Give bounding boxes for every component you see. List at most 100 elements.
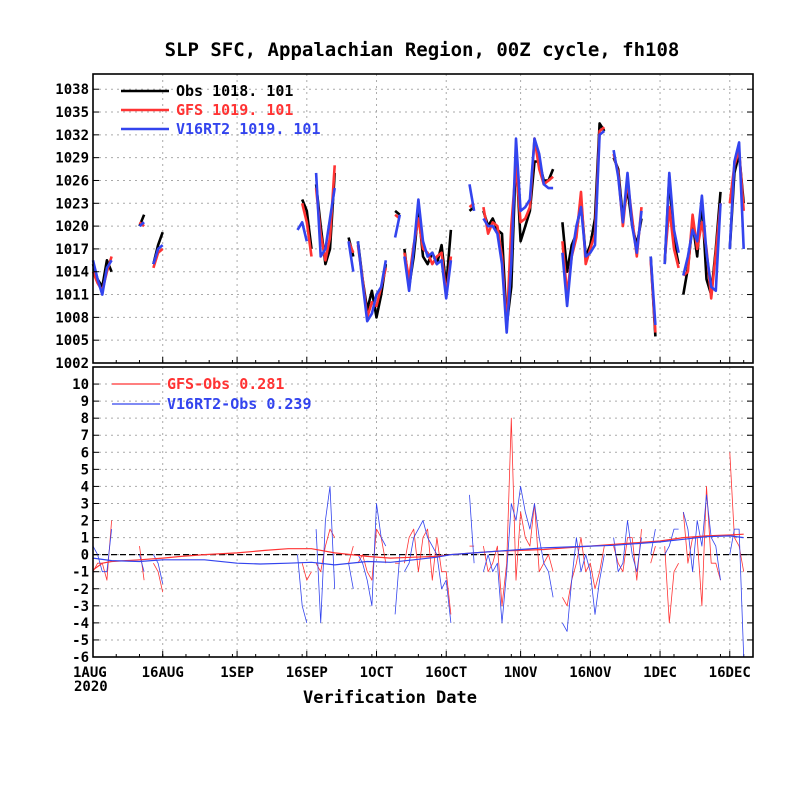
- x-tick-label: 16DEC: [709, 665, 751, 681]
- top-y-tick-label: 1026: [55, 173, 89, 189]
- legend-entry: GFS 1019. 101: [176, 101, 293, 119]
- x-tick-label: 16NOV: [569, 665, 612, 681]
- bot-series-line-v16rt2-obs-mean: [92, 535, 744, 566]
- bottom-panel-grid: [92, 367, 753, 657]
- top-series-line-v16rt2: [482, 137, 554, 334]
- bot-series-line-gfs-obs: [404, 528, 452, 615]
- chart-title: SLP SFC, Appalachian Region, 00Z cycle, …: [165, 39, 680, 61]
- x-tick-label: 16OCT: [425, 665, 467, 681]
- top-y-tick-label: 1032: [55, 128, 89, 144]
- top-y-tick-label: 1008: [55, 310, 89, 326]
- top-series-line-v16rt2: [347, 241, 355, 272]
- bot-y-tick-label: 2: [81, 514, 89, 530]
- top-series-line-v16rt2: [296, 221, 309, 242]
- top-series-line-v16rt2: [403, 198, 453, 300]
- bot-y-tick-label: 3: [81, 496, 89, 512]
- bot-series-line-gfs-obs: [650, 545, 656, 564]
- legend-entry: Obs 1018. 101: [176, 82, 293, 100]
- top-series-line-v16rt2: [356, 241, 388, 323]
- x-tick-label: 1NOV: [504, 665, 538, 681]
- bot-series-line-v16rt2-obs: [394, 554, 401, 615]
- bot-y-tick-label: -1: [72, 565, 89, 581]
- bot-series-line-gfs-obs-mean: [92, 533, 744, 571]
- bot-y-tick-label: -4: [72, 616, 89, 632]
- top-y-tick-label: 1005: [55, 333, 89, 349]
- top-series-line-v16rt2: [663, 171, 680, 265]
- x-tick-label: 1OCT: [360, 665, 394, 681]
- bot-series-line-gfs-obs: [682, 485, 721, 607]
- bot-y-tick-label: -3: [72, 599, 89, 615]
- bot-series-line-v16rt2-obs: [153, 554, 164, 584]
- bot-y-tick-label: 1: [81, 531, 89, 547]
- bot-series-line-v16rt2-obs: [483, 485, 554, 624]
- top-y-tick-label: 1038: [55, 82, 89, 98]
- x-tick-label: 1SEP: [220, 665, 254, 681]
- top-panel-y-ticks: 1002 1005 1008 1011 1014 1017 1020 1023 1026 1029…: [55, 82, 753, 372]
- bot-series-line-v16rt2-obs: [357, 503, 387, 607]
- top-series-line-v16rt2: [561, 129, 606, 308]
- bot-series-line-v16rt2-obs: [562, 537, 605, 632]
- bot-y-tick-label: 4: [81, 479, 89, 495]
- bot-series-line-gfs-obs: [301, 563, 312, 581]
- x-tick-label: 1AUG: [73, 665, 107, 681]
- bot-y-tick-label: 0: [81, 548, 89, 564]
- bot-series-line-v16rt2-obs: [348, 563, 354, 589]
- bot-series-line-v16rt2-obs: [139, 554, 145, 572]
- bot-series-line-gfs-obs: [483, 417, 554, 607]
- top-panel-series: [91, 122, 745, 337]
- bot-series-line-gfs-obs: [664, 546, 679, 624]
- top-series-line-v16rt2: [314, 172, 336, 258]
- top-series-line-v16rt2: [728, 141, 745, 249]
- bot-series-line-v16rt2-obs: [404, 520, 452, 623]
- bot-series-line-v16rt2-obs: [315, 485, 336, 624]
- top-series-line-obs: [394, 209, 401, 216]
- x-tick-label: 16SEP: [286, 665, 328, 681]
- bottom-panel-series: [92, 417, 745, 658]
- bot-series-line-v16rt2-obs: [664, 528, 679, 555]
- x-tick-label: 1DEC: [643, 665, 677, 681]
- bot-y-tick-label: 8: [81, 411, 89, 427]
- bot-series-line-v16rt2-obs: [613, 520, 642, 573]
- top-series-line-gfs: [300, 202, 313, 257]
- top-series-line-v16rt2: [138, 221, 145, 228]
- x-axis-label: Verification Date: [303, 688, 477, 708]
- top-series-line-v16rt2: [468, 184, 476, 212]
- bot-y-tick-label: 7: [81, 428, 89, 444]
- top-series-line-v16rt2: [152, 244, 164, 265]
- bottom-panel-legend: GFS-Obs 0.281 V16RT2-Obs 0.239: [112, 375, 312, 413]
- top-y-tick-label: 1014: [55, 265, 89, 281]
- bot-series-line-v16rt2-obs: [682, 494, 721, 581]
- bot-series-line-gfs-obs: [315, 528, 336, 573]
- bot-series-line-v16rt2-obs: [469, 494, 475, 564]
- bot-y-tick-label: 10: [72, 377, 89, 393]
- top-y-tick-label: 1029: [55, 151, 89, 167]
- top-panel-grid: [92, 74, 753, 363]
- top-series-line-v16rt2: [91, 259, 113, 296]
- bottom-panel-frame: [92, 366, 754, 658]
- top-series-line-v16rt2: [612, 149, 643, 254]
- x-axis-ticks: 1AUG 16AUG 1SEP 16SEP 1OCT 16OCT 1NOV 16NOV 1DEC…: [73, 665, 751, 681]
- bot-series-line-gfs-obs: [153, 563, 164, 593]
- legend-entry: V16RT2-Obs 0.239: [167, 395, 312, 413]
- top-y-tick-label: 1002: [55, 356, 89, 372]
- bot-series-line-v16rt2-obs: [92, 529, 112, 573]
- legend-entry: GFS-Obs 0.281: [167, 375, 284, 393]
- top-series-line-v16rt2: [649, 256, 657, 326]
- top-series-line-v16rt2: [393, 214, 402, 238]
- legend-entry: V16RT2 1019. 101: [176, 120, 321, 138]
- top-y-tick-label: 1035: [55, 105, 89, 121]
- top-y-tick-label: 1023: [55, 196, 89, 212]
- bot-y-tick-label: -2: [72, 582, 89, 598]
- bot-series-line-v16rt2-obs: [297, 554, 308, 624]
- bot-y-tick-label: 6: [81, 445, 89, 461]
- bot-series-line-gfs-obs: [729, 452, 745, 572]
- x-year-label: 2020: [74, 679, 108, 695]
- bot-y-tick-label: -6: [72, 650, 89, 666]
- top-y-tick-label: 1020: [55, 219, 89, 235]
- top-series-line-v16rt2: [682, 194, 722, 293]
- bot-y-tick-label: 9: [81, 394, 89, 410]
- bot-series-line-gfs-obs: [562, 537, 605, 607]
